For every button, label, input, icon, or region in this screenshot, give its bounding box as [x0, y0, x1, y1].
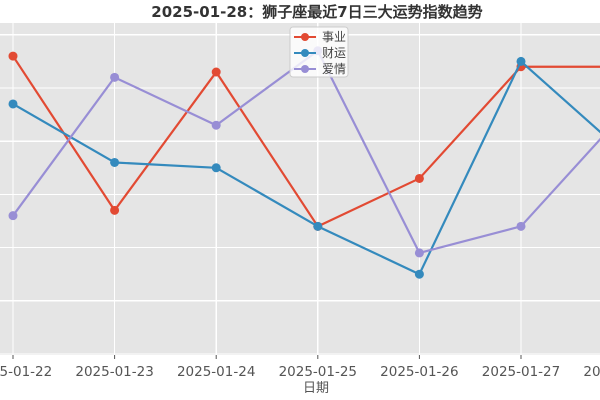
love-point — [516, 221, 526, 231]
career-point — [211, 67, 221, 77]
x-tick-label: 2025-01-28 — [583, 364, 600, 380]
career-point — [8, 51, 18, 61]
wealth-point — [110, 157, 120, 167]
love-legend-swatch-dot — [301, 65, 309, 73]
love-point — [8, 211, 18, 221]
career-legend-swatch-dot — [301, 33, 309, 41]
x-tick-label: 2025-01-23 — [75, 364, 153, 380]
wealth-point — [414, 269, 424, 279]
love-legend-label: 爱情 — [322, 62, 346, 76]
x-tick-label: 2025-01-25 — [279, 364, 357, 380]
x-tick-label: 2025-01-22 — [0, 364, 52, 380]
x-axis-label: 日期 — [303, 381, 329, 396]
wealth-point — [516, 56, 526, 66]
x-tick-label: 2025-01-27 — [482, 364, 560, 380]
wealth-point — [313, 221, 323, 231]
career-legend-label: 事业 — [322, 30, 346, 44]
wealth-legend-label: 财运 — [322, 46, 346, 60]
chart-title: 2025-01-28：狮子座最近7日三大运势指数趋势 — [151, 3, 482, 21]
wealth-point — [8, 99, 18, 109]
wealth-point — [211, 163, 221, 173]
career-point — [414, 173, 424, 183]
love-point — [211, 120, 221, 130]
love-point — [414, 248, 424, 258]
love-point — [110, 72, 120, 82]
x-tick-label: 2025-01-24 — [177, 364, 255, 380]
wealth-legend-swatch-dot — [301, 49, 309, 57]
x-tick-label: 2025-01-26 — [380, 364, 458, 380]
career-point — [110, 205, 120, 215]
plot-area: 2025-01-22 2025-01-23 2025-01-24 2025-01-25… — [0, 23, 600, 396]
